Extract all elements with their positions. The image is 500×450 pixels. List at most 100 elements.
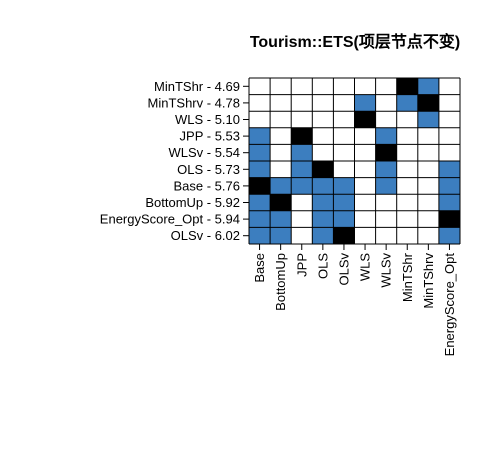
heatmap-cell — [249, 177, 271, 195]
heatmap-cell — [417, 161, 439, 178]
heatmap-cell — [291, 227, 313, 244]
heatmap-cell — [375, 144, 397, 161]
heatmap-cell — [249, 194, 271, 211]
heatmap-cell — [417, 194, 439, 211]
column-tick-label: MinTShr — [400, 252, 415, 302]
heatmap-cell — [354, 94, 376, 112]
column-tick-label: MinTShrv — [421, 253, 436, 309]
heatmap-cell — [249, 111, 271, 128]
heatmap-cell — [354, 194, 376, 211]
heatmap-cell — [333, 144, 355, 161]
heatmap-cell — [375, 227, 397, 244]
heatmap-cell — [270, 210, 292, 228]
heatmap-cell — [333, 177, 355, 195]
heatmap-cell — [291, 161, 313, 178]
heatmap-cell — [417, 111, 439, 128]
chart-title: Tourism::ETS(项层节点不变) — [250, 32, 460, 51]
heatmap-cell — [333, 127, 355, 145]
heatmap-cell — [354, 227, 376, 244]
heatmap-cell — [270, 78, 292, 95]
heatmap-cell — [291, 94, 313, 112]
column-tick-label: JPP — [294, 253, 309, 277]
row-tick-label: BottomUp - 5.92 — [145, 195, 240, 210]
heatmap-cell — [270, 94, 292, 112]
heatmap-cell — [312, 78, 334, 95]
heatmap-grid — [248, 77, 461, 245]
heatmap-cell — [354, 177, 376, 195]
heatmap-cell — [249, 144, 271, 161]
heatmap-cell — [249, 127, 271, 145]
heatmap-cell — [375, 94, 397, 112]
heatmap-cells — [249, 78, 460, 244]
heatmap-cell — [438, 78, 460, 95]
column-tick-label: BottomUp — [273, 253, 288, 311]
heatmap-cell — [270, 227, 292, 244]
heatmap-cell — [396, 227, 418, 244]
heatmap-cell — [438, 94, 460, 112]
heatmap-cell — [312, 127, 334, 145]
heatmap-cell — [396, 78, 418, 95]
heatmap-cell — [249, 161, 271, 178]
heatmap-cell — [291, 177, 313, 195]
heatmap-cell — [249, 210, 271, 228]
heatmap-cell — [249, 227, 271, 244]
heatmap-cell — [270, 144, 292, 161]
column-tick-label: Base — [252, 253, 267, 283]
heatmap-cell — [291, 111, 313, 128]
heatmap-cell — [291, 144, 313, 161]
heatmap-cell — [312, 144, 334, 161]
heatmap-cell — [438, 144, 460, 161]
heatmap-cell — [438, 194, 460, 211]
row-tick-label: MinTShr - 4.69 — [154, 79, 240, 94]
heatmap-cell — [417, 177, 439, 195]
heatmap-cell — [417, 78, 439, 95]
heatmap-cell — [396, 127, 418, 145]
heatmap-cell — [312, 161, 334, 178]
column-tick-label: OLS — [315, 253, 330, 279]
row-tick-label: WLS - 5.10 — [175, 112, 240, 127]
heatmap-cell — [249, 78, 271, 95]
row-tick-label: OLS - 5.73 — [177, 162, 240, 177]
heatmap-cell — [417, 127, 439, 145]
heatmap-cell — [396, 210, 418, 228]
heatmap-cell — [291, 210, 313, 228]
heatmap-cell — [354, 127, 376, 145]
heatmap-cell — [312, 210, 334, 228]
column-tick-label: EnergyScore_Opt — [442, 253, 457, 357]
heatmap-cell — [333, 111, 355, 128]
heatmap-cell — [312, 177, 334, 195]
heatmap-cell — [333, 227, 355, 244]
heatmap-cell — [249, 94, 271, 112]
heatmap-cell — [438, 161, 460, 178]
heatmap-cell — [396, 177, 418, 195]
heatmap-cell — [396, 94, 418, 112]
heatmap-cell — [375, 78, 397, 95]
column-tick-labels: Base BottomUp JPP OLS OLSv WLS WLSv MinTShr MinT… — [252, 244, 457, 356]
heatmap-cell — [375, 194, 397, 211]
heatmap-cell — [417, 94, 439, 112]
column-tick-label: WLSv — [379, 253, 394, 288]
heatmap-cell — [417, 210, 439, 228]
heatmap-cell — [438, 210, 460, 228]
row-tick-label: JPP - 5.53 — [180, 129, 240, 144]
heatmap-cell — [417, 227, 439, 244]
heatmap-cell — [438, 227, 460, 244]
heatmap-cell — [396, 144, 418, 161]
heatmap-cell — [396, 161, 418, 178]
heatmap-cell — [375, 177, 397, 195]
heatmap-cell — [375, 111, 397, 128]
column-tick-label: WLS — [358, 253, 373, 282]
heatmap-cell — [312, 194, 334, 211]
heatmap-cell — [333, 78, 355, 95]
heatmap-cell — [333, 94, 355, 112]
heatmap-cell — [291, 127, 313, 145]
heatmap-cell — [396, 194, 418, 211]
row-tick-label: MinTShrv - 4.78 — [148, 95, 240, 110]
heatmap-cell — [291, 78, 313, 95]
heatmap-cell — [291, 194, 313, 211]
heatmap-cell — [438, 111, 460, 128]
heatmap-cell — [354, 161, 376, 178]
